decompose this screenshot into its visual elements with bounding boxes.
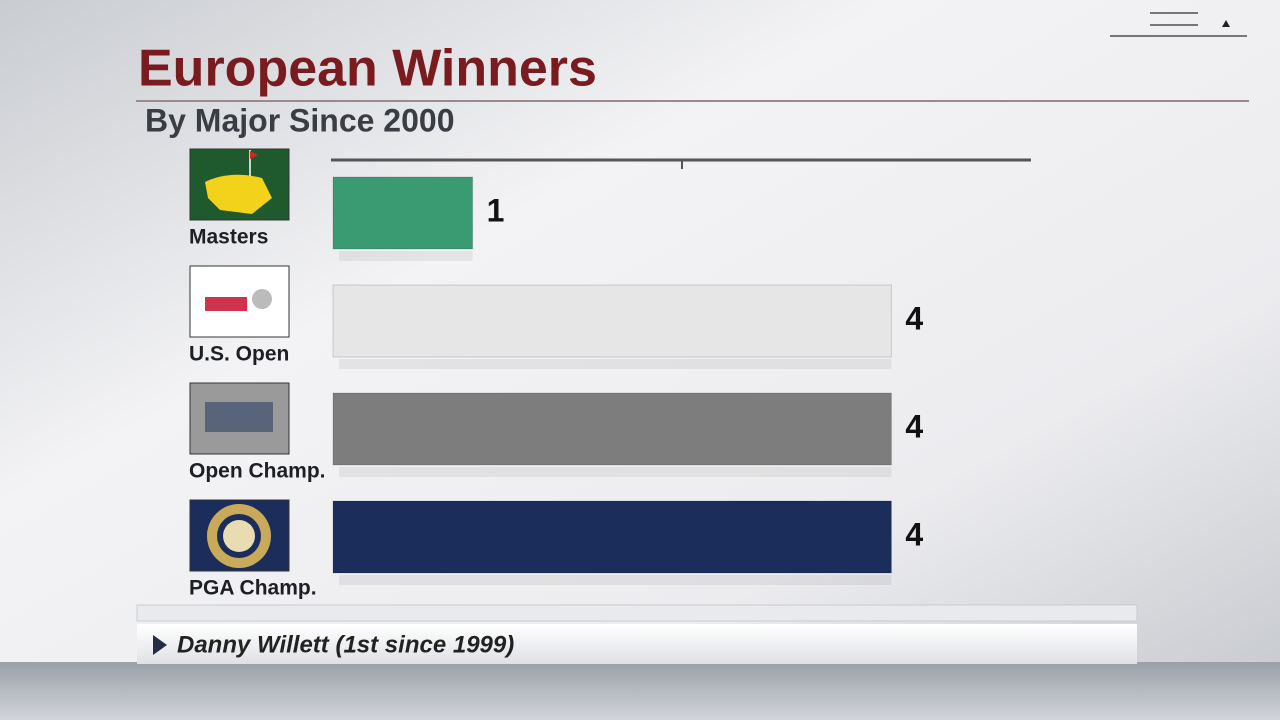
bar <box>332 176 474 250</box>
value-label: 4 <box>905 300 923 336</box>
bar <box>332 284 892 358</box>
annotation: Danny Willett (1st since 1999) <box>177 631 514 658</box>
floor <box>0 662 1280 720</box>
chart-subtitle: By Major Since 2000 <box>145 102 454 138</box>
value-label: 1 <box>487 192 505 228</box>
category-label: PGA Champ. <box>189 577 317 600</box>
value-label: 4 <box>905 516 923 552</box>
bar-shadow <box>339 575 892 585</box>
bar <box>332 392 892 466</box>
corner-decoration <box>1110 12 1247 37</box>
bar-shadow <box>339 251 473 261</box>
bar-shadow <box>339 467 892 477</box>
bar <box>332 500 892 574</box>
logos <box>189 148 290 572</box>
chart-title: European Winners <box>138 40 597 98</box>
category-label: Masters <box>189 226 268 249</box>
footer: Danny Willett (1st since 1999) <box>136 604 1138 664</box>
category-label: U.S. Open <box>189 343 289 366</box>
bar-shadow <box>339 359 892 369</box>
value-label: 4 <box>905 408 923 444</box>
category-label: Open Champ. <box>189 460 326 483</box>
